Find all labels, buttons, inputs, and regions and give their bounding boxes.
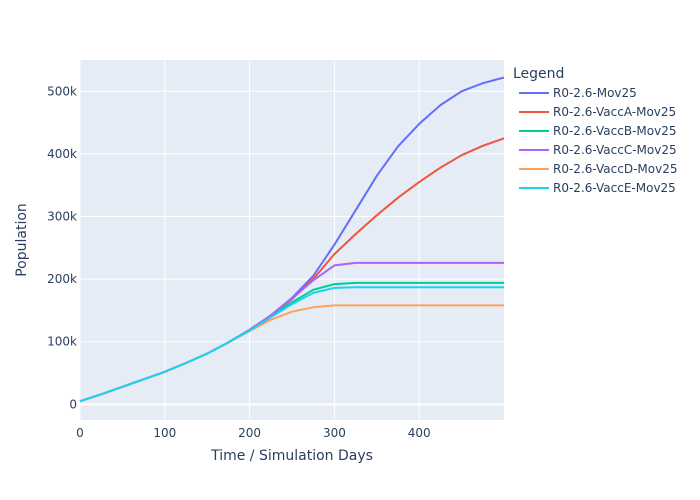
y-tick-label: 200k <box>47 272 77 286</box>
legend-item[interactable]: R0-2.6-Mov25 <box>519 86 637 100</box>
legend-item[interactable]: R0-2.6-VaccB-Mov25 <box>519 124 676 138</box>
y-axis-ticks: 0 100k 200k 300k 400k 500k <box>47 84 77 411</box>
x-tick-label: 0 <box>76 426 84 440</box>
y-tick-label: 500k <box>47 84 77 98</box>
x-tick-label: 400 <box>408 426 431 440</box>
y-tick-label: 300k <box>47 210 77 224</box>
legend: Legend R0-2.6-Mov25R0-2.6-VaccA-Mov25R0-… <box>513 66 677 195</box>
legend-label: R0-2.6-VaccC-Mov25 <box>553 143 677 157</box>
legend-item[interactable]: R0-2.6-VaccE-Mov25 <box>519 181 676 195</box>
x-tick-label: 200 <box>238 426 261 440</box>
x-tick-label: 100 <box>153 426 176 440</box>
legend-item[interactable]: R0-2.6-VaccC-Mov25 <box>519 143 677 157</box>
legend-label: R0-2.6-Mov25 <box>553 86 637 100</box>
legend-item[interactable]: R0-2.6-VaccD-Mov25 <box>519 162 677 176</box>
y-tick-label: 100k <box>47 335 77 349</box>
x-tick-label: 300 <box>323 426 346 440</box>
plot-background <box>80 60 504 420</box>
series-layer <box>79 76 505 403</box>
x-axis-ticks: 0 100 200 300 400 <box>76 426 430 440</box>
legend-items: R0-2.6-Mov25 R0-2.6-VaccA-Mov25 R0-2.6-Vac… <box>519 86 677 195</box>
series-line <box>79 286 504 403</box>
x-axis-title: Time / Simulation Days <box>210 448 373 464</box>
legend-label: R0-2.6-VaccB-Mov25 <box>553 124 676 138</box>
y-tick-label: 400k <box>47 147 77 161</box>
legend-label: R0-2.6-VaccE-Mov25 <box>553 181 676 195</box>
legend-label: R0-2.6-VaccA-Mov25 <box>553 105 676 119</box>
legend-label: R0-2.6-VaccD-Mov25 <box>553 162 677 176</box>
legend-item[interactable]: R0-2.6-VaccA-Mov25 <box>519 105 676 119</box>
gridlines <box>79 60 504 420</box>
legend-title: Legend <box>513 66 564 82</box>
y-tick-label: 0 <box>69 397 77 411</box>
y-axis-title: Population <box>14 203 30 277</box>
